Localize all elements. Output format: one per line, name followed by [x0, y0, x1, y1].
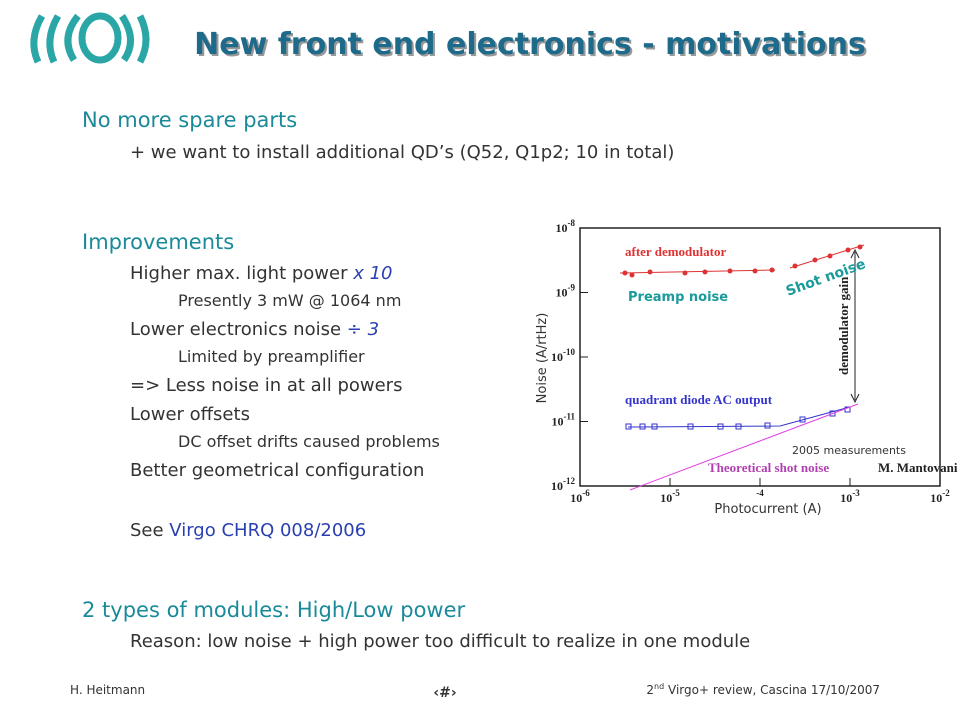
gain-arrow [850, 248, 860, 404]
tick-exp: -3 [852, 488, 860, 498]
heading: 2 types of modules: High/Low power [82, 598, 466, 622]
tick-exp: -12 [563, 476, 575, 486]
sub-bullet: DC offset drifts caused problems [178, 432, 440, 451]
bullet: Reason: low noise + high power too diffi… [130, 631, 750, 652]
tick-exp: -11 [563, 412, 575, 422]
curve [627, 406, 851, 428]
tick-base: 10 [551, 415, 563, 429]
bullet: Lower electronics noise ÷ 3 [130, 319, 379, 340]
tick-base: 10 [930, 491, 942, 505]
bullet: Better geometrical configuration [130, 460, 424, 481]
annotation: after demodulator [625, 244, 726, 259]
tick-label: 10-9 [556, 283, 576, 300]
curve [789, 244, 865, 269]
bullet: Lower offsets [130, 404, 250, 425]
bullet: Higher max. light power x 10 [130, 263, 392, 284]
bullet: + we want to install additional QD’s (Q5… [130, 142, 674, 163]
footer-author: H. Heitmann [70, 683, 145, 697]
annotation: demodulator gain [836, 276, 851, 375]
curve [619, 269, 776, 274]
logo [30, 12, 150, 64]
bullet: => Less noise in at all powers [130, 375, 402, 396]
tick-label: 10-10 [551, 347, 575, 364]
tick-base: 10 [556, 221, 568, 235]
annotation: Theoretical shot noise [708, 460, 829, 475]
tick-exp: -8 [568, 218, 576, 228]
tick-exp: -2 [942, 488, 950, 498]
tick-exp: -5 [672, 488, 680, 498]
tick-base: 10 [570, 491, 582, 505]
annotation: quadrant diode AC output [625, 392, 773, 407]
title: New front end electronics - motivations [194, 27, 866, 62]
points [625, 406, 851, 430]
tick-base: 10 [551, 350, 563, 364]
tick-label: 10-11 [551, 412, 575, 429]
heading: Improvements [82, 230, 234, 254]
annotation: 2005 measurements [792, 444, 906, 457]
tick-base: 10 [556, 286, 568, 300]
tick-label: 10-12 [551, 476, 575, 493]
annotation: M. Mantovani [878, 460, 958, 475]
axis-label: Photocurrent (A) [714, 502, 821, 517]
tick-label: 10-5 [660, 488, 680, 505]
tick-exp: -10 [563, 347, 575, 357]
tick-label: -4 [756, 488, 764, 498]
sub-bullet: Limited by preamplifier [178, 347, 365, 366]
axis-label: Noise (A/rtHz) [535, 313, 550, 404]
tick-exp: -9 [568, 283, 576, 293]
footer-event: 2nd Virgo+ review, Cascina 17/10/2007 [646, 682, 880, 697]
tick-label: 10-2 [930, 488, 950, 505]
tick-exp: -4 [756, 488, 764, 498]
page-number: ‹#› [433, 685, 456, 701]
title-shadow: New front end electronics - motivations [196, 29, 868, 64]
tick-base: 10 [840, 491, 852, 505]
sub-bullet: Presently 3 mW @ 1064 nm [178, 291, 401, 310]
heading: No more spare parts [82, 108, 297, 132]
annotation: Preamp noise [628, 290, 728, 305]
theory-line [629, 403, 859, 491]
tick-base: 10 [660, 491, 672, 505]
figure: after demodulator Preamp noise Shot nois… [535, 218, 958, 517]
tick-label: 10-6 [570, 488, 590, 505]
bullet: See Virgo CHRQ 008/2006 [130, 520, 366, 541]
tick-exp: -6 [582, 488, 590, 498]
tick-label: 10-3 [840, 488, 860, 505]
tick-label: 10-8 [556, 218, 576, 235]
tick-base: 10 [551, 479, 563, 493]
